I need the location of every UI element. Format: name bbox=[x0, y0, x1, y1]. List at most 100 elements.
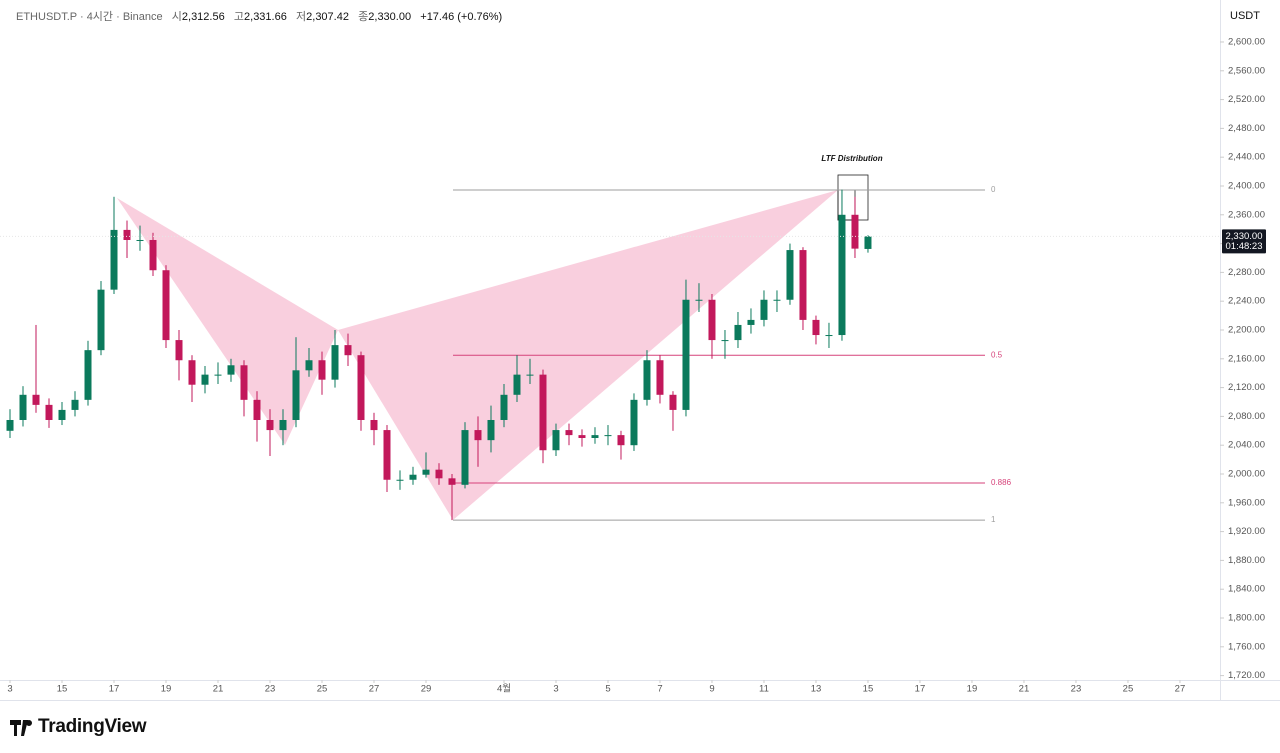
x-tick-label: 17 bbox=[109, 684, 120, 695]
candle-body bbox=[58, 409, 66, 420]
x-tick-label: 21 bbox=[213, 684, 224, 695]
x-tick-label: 15 bbox=[57, 684, 68, 695]
candle-body bbox=[448, 478, 456, 485]
candle-body bbox=[838, 214, 846, 336]
candle-body bbox=[383, 430, 391, 480]
y-tick-label: 1,840.00 bbox=[1228, 584, 1265, 595]
candle-body bbox=[266, 419, 274, 431]
candle-body bbox=[318, 360, 326, 380]
x-tick-label: 3 bbox=[7, 684, 12, 695]
candle-body bbox=[812, 319, 820, 336]
y-tick-label: 2,440.00 bbox=[1228, 152, 1265, 163]
candle-body bbox=[474, 430, 482, 441]
candle-body bbox=[214, 374, 222, 376]
close-value: 2,330.00 bbox=[368, 11, 412, 23]
x-tick-label: 11 bbox=[759, 684, 769, 695]
countdown: 01:48:23 bbox=[1226, 241, 1263, 252]
candle-body bbox=[357, 355, 365, 420]
close-label: 종 bbox=[358, 11, 369, 23]
y-tick-label: 2,120.00 bbox=[1228, 382, 1265, 393]
pattern-xab bbox=[117, 198, 338, 445]
candle-body bbox=[669, 394, 677, 410]
candle-body bbox=[617, 435, 625, 446]
candle-body bbox=[240, 365, 248, 400]
candle-body bbox=[864, 236, 872, 249]
candle-body bbox=[422, 469, 430, 475]
fib-label: 1 bbox=[991, 515, 996, 524]
candle-body bbox=[45, 404, 53, 420]
fib-label: 0.886 bbox=[991, 478, 1012, 487]
candle-body bbox=[370, 419, 378, 431]
y-tick-label: 2,160.00 bbox=[1228, 353, 1265, 364]
y-tick-label: 2,400.00 bbox=[1228, 181, 1265, 192]
y-tick-label: 2,520.00 bbox=[1228, 94, 1265, 105]
candle-body bbox=[136, 239, 144, 241]
high-label: 고 bbox=[233, 11, 245, 23]
candle-body bbox=[123, 229, 131, 240]
x-tick-label: 19 bbox=[161, 684, 172, 695]
open-value: 2,312.56 bbox=[181, 11, 225, 23]
candle-body bbox=[6, 419, 14, 431]
candle-body bbox=[656, 360, 664, 395]
candle-body bbox=[188, 360, 196, 385]
x-tick-label: 25 bbox=[1123, 684, 1134, 695]
y-tick-label: 1,960.00 bbox=[1228, 497, 1265, 508]
currency-label: USDT bbox=[1230, 10, 1260, 22]
x-tick-label: 23 bbox=[1071, 684, 1082, 695]
candle-body bbox=[565, 430, 573, 436]
x-tick-label: 27 bbox=[369, 684, 380, 695]
x-tick-label: 3 bbox=[553, 684, 558, 695]
y-tick-label: 1,720.00 bbox=[1228, 670, 1265, 681]
candle-body bbox=[721, 340, 729, 342]
candle-body bbox=[513, 374, 521, 395]
candle-body bbox=[71, 399, 79, 410]
candle-body bbox=[539, 374, 547, 451]
candle-body bbox=[851, 214, 859, 249]
candle-body bbox=[799, 250, 807, 320]
x-tick-label: 19 bbox=[967, 684, 978, 695]
candle-body bbox=[19, 394, 27, 420]
candle-body bbox=[760, 299, 768, 320]
x-tick-label: 15 bbox=[863, 684, 874, 695]
candle-body bbox=[32, 394, 40, 405]
x-tick-label: 27 bbox=[1175, 684, 1186, 695]
brand-logo bbox=[10, 720, 32, 736]
candle-body bbox=[630, 399, 638, 446]
symbol: ETHUSDT.P · 4시간 · Binance bbox=[16, 11, 163, 23]
candle-body bbox=[604, 435, 612, 437]
y-tick-label: 1,760.00 bbox=[1228, 641, 1265, 652]
candle-body bbox=[747, 319, 755, 325]
y-tick-label: 2,080.00 bbox=[1228, 411, 1265, 422]
candle-body bbox=[708, 299, 716, 341]
candle-body bbox=[175, 340, 183, 361]
candle-body bbox=[643, 360, 651, 400]
y-tick-label: 2,600.00 bbox=[1228, 36, 1265, 47]
candle-body bbox=[227, 365, 235, 375]
x-tick-label: 5 bbox=[605, 684, 610, 695]
y-tick-label: 2,560.00 bbox=[1228, 65, 1265, 76]
x-tick-label: 29 bbox=[421, 684, 432, 695]
x-tick-label: 21 bbox=[1019, 684, 1030, 695]
candle-body bbox=[149, 239, 157, 271]
y-tick-label: 1,920.00 bbox=[1228, 526, 1265, 537]
legend-header: ETHUSDT.P · 4시간 · Binance 시2,312.56 고2,3… bbox=[16, 8, 502, 24]
candle-body bbox=[825, 335, 833, 337]
y-tick-label: 2,240.00 bbox=[1228, 296, 1265, 307]
y-tick-label: 2,200.00 bbox=[1228, 325, 1265, 336]
candle-body bbox=[487, 419, 495, 441]
candle-body bbox=[526, 374, 534, 376]
fib-label: 0.5 bbox=[991, 350, 1003, 359]
candle-body bbox=[773, 299, 781, 301]
candle-body bbox=[461, 430, 469, 485]
candle-body bbox=[331, 345, 339, 380]
brand: TradingView bbox=[38, 716, 147, 737]
last-price-tag bbox=[1222, 229, 1266, 254]
low-label: 저 bbox=[296, 11, 307, 23]
last-price-label: 2,330.00 bbox=[1226, 231, 1263, 242]
candle-body bbox=[435, 469, 443, 479]
x-tick-label: 7 bbox=[657, 684, 662, 695]
annotation: LTF Distribution bbox=[821, 154, 882, 163]
candle-body bbox=[97, 289, 105, 351]
